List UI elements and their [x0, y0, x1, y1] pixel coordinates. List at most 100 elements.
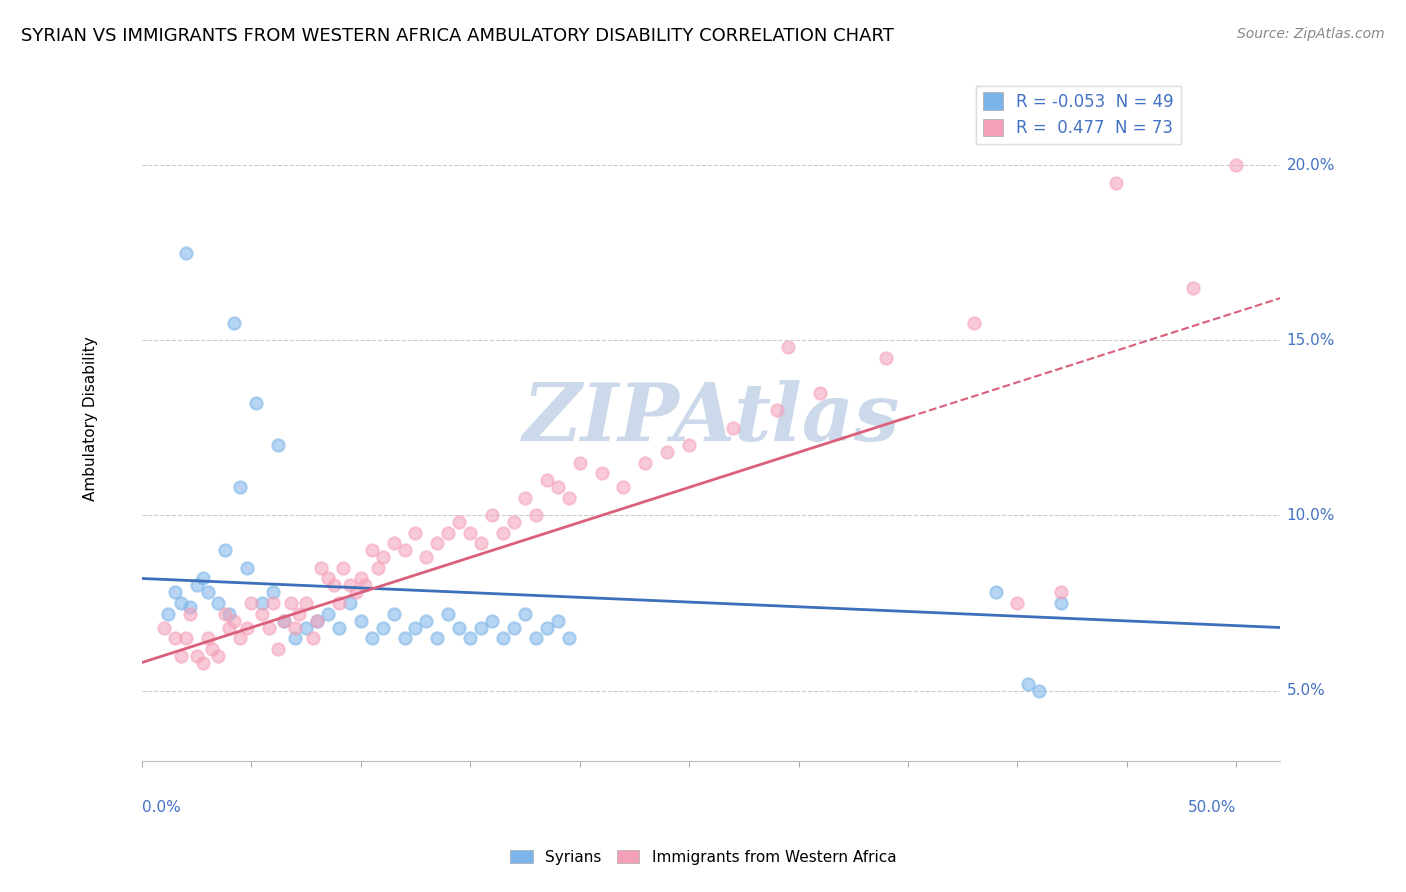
Point	[170, 596, 193, 610]
Point	[152, 621, 174, 635]
Point	[316, 572, 339, 586]
Point	[426, 631, 449, 645]
Point	[547, 480, 569, 494]
Point	[179, 599, 201, 614]
Point	[245, 396, 267, 410]
Text: Ambulatory Disability: Ambulatory Disability	[83, 336, 98, 501]
Point	[339, 578, 361, 592]
Point	[262, 585, 284, 599]
Text: ZIPAtlas: ZIPAtlas	[522, 380, 900, 458]
Point	[266, 641, 288, 656]
Point	[492, 631, 515, 645]
Point	[273, 614, 295, 628]
Point	[174, 631, 197, 645]
Point	[1050, 596, 1073, 610]
Legend: Syrians, Immigrants from Western Africa: Syrians, Immigrants from Western Africa	[503, 844, 903, 871]
Point	[280, 596, 302, 610]
Point	[449, 621, 471, 635]
Point	[367, 561, 389, 575]
Text: 5.0%: 5.0%	[1286, 683, 1326, 698]
Point	[612, 480, 634, 494]
Legend: R = -0.053  N = 49, R =  0.477  N = 73: R = -0.053 N = 49, R = 0.477 N = 73	[976, 86, 1181, 144]
Point	[197, 631, 219, 645]
Point	[157, 607, 180, 621]
Point	[458, 525, 481, 540]
Point	[962, 316, 984, 330]
Point	[547, 614, 569, 628]
Point	[503, 516, 526, 530]
Point	[382, 536, 405, 550]
Text: 20.0%: 20.0%	[1286, 158, 1336, 172]
Point	[174, 245, 197, 260]
Point	[591, 467, 613, 481]
Point	[301, 631, 323, 645]
Point	[481, 508, 503, 523]
Point	[404, 621, 426, 635]
Point	[437, 607, 460, 621]
Point	[222, 614, 245, 628]
Point	[186, 578, 208, 592]
Point	[284, 631, 307, 645]
Point	[163, 631, 186, 645]
Text: 15.0%: 15.0%	[1286, 333, 1336, 348]
Point	[513, 491, 536, 505]
Point	[394, 631, 416, 645]
Point	[1225, 158, 1247, 172]
Text: 10.0%: 10.0%	[1286, 508, 1336, 523]
Point	[404, 525, 426, 540]
Point	[252, 607, 274, 621]
Point	[305, 614, 328, 628]
Point	[218, 607, 240, 621]
Point	[426, 536, 449, 550]
Point	[284, 621, 307, 635]
Point	[875, 351, 897, 365]
Point	[470, 621, 492, 635]
Point	[266, 438, 288, 452]
Point	[536, 474, 558, 488]
Point	[470, 536, 492, 550]
Point	[458, 631, 481, 645]
Point	[207, 648, 229, 663]
Point	[634, 456, 657, 470]
Point	[360, 631, 382, 645]
Point	[311, 561, 333, 575]
Point	[536, 621, 558, 635]
Text: SYRIAN VS IMMIGRANTS FROM WESTERN AFRICA AMBULATORY DISABILITY CORRELATION CHART: SYRIAN VS IMMIGRANTS FROM WESTERN AFRICA…	[21, 27, 894, 45]
Point	[179, 607, 201, 621]
Point	[449, 516, 471, 530]
Text: 50.0%: 50.0%	[1188, 799, 1236, 814]
Point	[394, 543, 416, 558]
Point	[240, 596, 263, 610]
Point	[371, 550, 394, 565]
Text: 0.0%: 0.0%	[142, 799, 180, 814]
Point	[222, 316, 245, 330]
Point	[810, 385, 832, 400]
Point	[503, 621, 526, 635]
Point	[305, 614, 328, 628]
Point	[513, 607, 536, 621]
Point	[344, 585, 367, 599]
Point	[350, 572, 373, 586]
Point	[191, 656, 214, 670]
Point	[262, 596, 284, 610]
Point	[257, 621, 280, 635]
Text: Source: ZipAtlas.com: Source: ZipAtlas.com	[1237, 27, 1385, 41]
Point	[557, 631, 579, 645]
Point	[1050, 585, 1073, 599]
Point	[350, 614, 373, 628]
Point	[765, 403, 787, 417]
Point	[524, 631, 547, 645]
Point	[371, 621, 394, 635]
Point	[236, 561, 259, 575]
Point	[295, 621, 318, 635]
Point	[323, 578, 346, 592]
Point	[328, 596, 350, 610]
Point	[568, 456, 591, 470]
Point	[492, 525, 515, 540]
Point	[201, 641, 224, 656]
Point	[229, 480, 252, 494]
Point	[1181, 280, 1204, 294]
Point	[236, 621, 259, 635]
Point	[557, 491, 579, 505]
Point	[197, 585, 219, 599]
